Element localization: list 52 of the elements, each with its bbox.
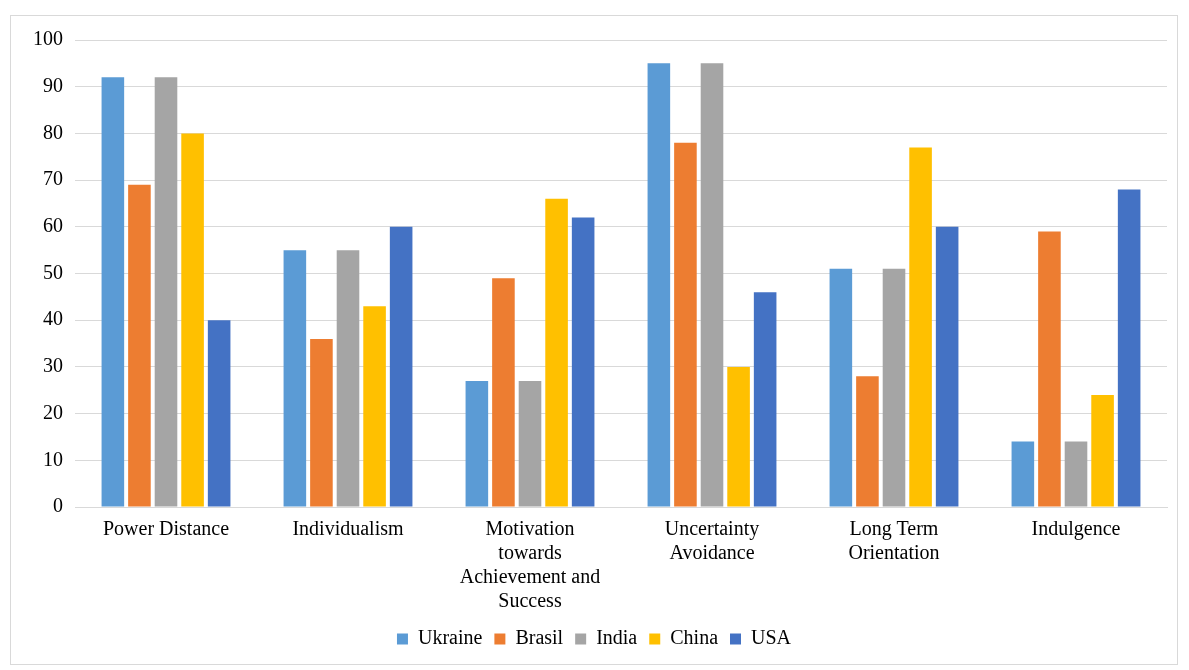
bar	[753, 292, 777, 507]
bar	[492, 278, 515, 507]
x-tick-label: Power Distance	[102, 517, 230, 540]
legend-label: Ukraine	[417, 626, 483, 649]
bar	[1117, 189, 1141, 507]
y-tick-label: 70	[43, 167, 63, 190]
bar	[1064, 441, 1088, 507]
y-tick-label: 20	[43, 400, 63, 423]
x-tick-label: Uncertainty Avoidance	[664, 517, 760, 564]
y-tick-label: 50	[43, 260, 63, 283]
y-tick-label: 80	[43, 120, 63, 143]
bar	[935, 226, 959, 507]
bar	[465, 380, 489, 507]
bar	[101, 77, 125, 507]
y-tick-label: 10	[43, 447, 63, 470]
bar	[363, 306, 386, 507]
legend-label: Brasil	[515, 626, 564, 649]
bar	[518, 380, 542, 507]
bar	[181, 133, 204, 507]
bar	[1038, 231, 1061, 507]
x-tick-label: Motivation towards Achievement and Success	[459, 517, 601, 612]
x-tick-label: Individualism	[292, 517, 404, 540]
y-tick-label: 30	[43, 354, 63, 377]
y-tick-label: 90	[43, 73, 63, 96]
bar	[128, 184, 151, 507]
x-tick-label: Indulgence	[1031, 517, 1121, 541]
legend-label: China	[670, 626, 719, 649]
bar	[700, 63, 724, 507]
bar	[1011, 441, 1035, 507]
bar	[283, 250, 307, 507]
bar	[727, 366, 750, 507]
bar	[882, 268, 906, 507]
legend-label: USA	[751, 626, 792, 649]
bar	[310, 338, 333, 507]
y-tick-label: 100	[33, 27, 63, 50]
legend-label: India	[596, 626, 638, 649]
bar	[571, 217, 595, 507]
bar	[207, 320, 231, 507]
bar	[336, 250, 360, 507]
y-tick-label: 40	[43, 307, 63, 330]
bar	[909, 147, 932, 507]
x-tick-label: Long Term Orientation	[848, 517, 940, 564]
bar	[389, 226, 413, 507]
y-tick-label: 60	[43, 214, 63, 237]
y-tick-label: 0	[53, 494, 63, 517]
bar	[545, 198, 568, 507]
bar	[154, 77, 178, 507]
bar	[829, 268, 853, 507]
bar	[674, 142, 697, 507]
bar	[856, 376, 879, 507]
bar	[647, 63, 671, 507]
bar	[1091, 394, 1114, 507]
